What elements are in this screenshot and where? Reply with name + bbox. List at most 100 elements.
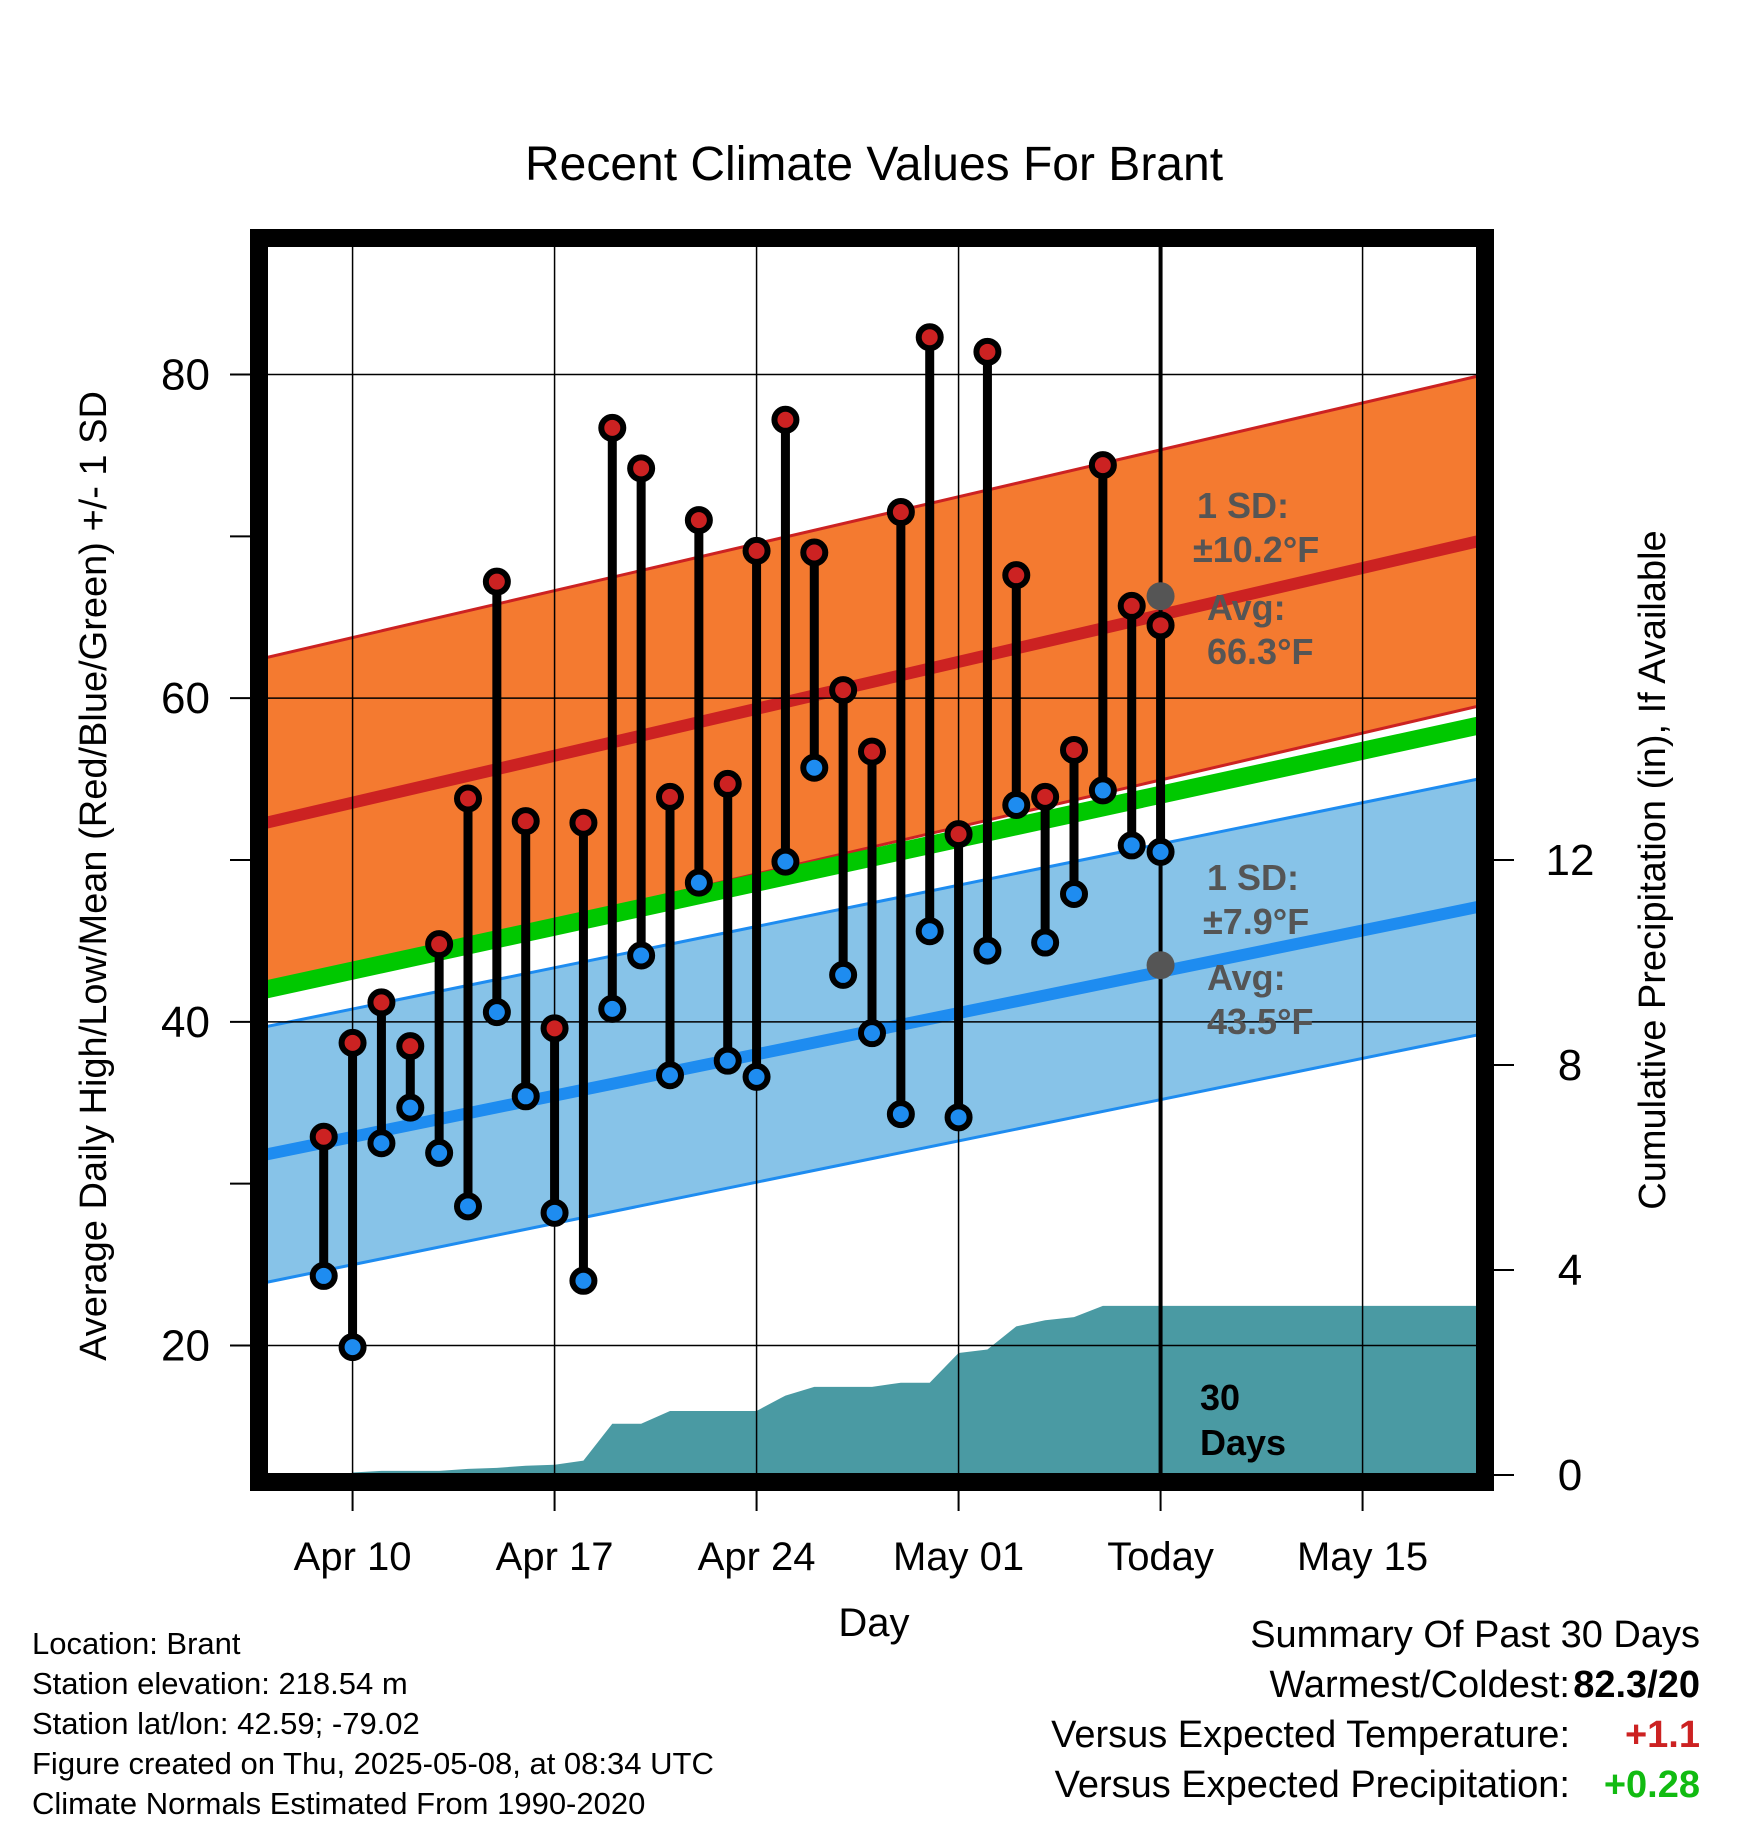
high-sd-label: 1 SD: [1197, 485, 1289, 526]
low-point [1146, 837, 1175, 866]
high-point [1088, 451, 1117, 480]
x-tick-label: Apr 10 [294, 1535, 412, 1579]
low-point [944, 1103, 973, 1132]
precip-anomaly-label: Versus Expected Precipitation: [1054, 1764, 1570, 1806]
low-point [684, 868, 713, 897]
high-avg-label: Avg: [1207, 587, 1286, 628]
high-point [915, 323, 944, 352]
precip-anomaly-value: +0.28 [1603, 1764, 1700, 1806]
y2-tick-label: 12 [1546, 836, 1595, 885]
low-point [396, 1093, 425, 1122]
high-point [1060, 735, 1088, 764]
high-point [800, 538, 829, 567]
high-point [886, 498, 915, 527]
high-point [627, 454, 656, 483]
high-point [1031, 782, 1060, 811]
high-point [511, 807, 540, 836]
high-point [973, 337, 1002, 366]
high-point [598, 413, 627, 442]
y-tick-label: 60 [161, 674, 210, 723]
high-point [338, 1028, 367, 1057]
low-point [511, 1082, 540, 1111]
low-point [598, 994, 627, 1023]
temp-anomaly-value: +1.1 [1624, 1714, 1700, 1756]
high-point [771, 405, 800, 434]
high-point [396, 1032, 425, 1061]
days-label: Days [1200, 1422, 1286, 1463]
low-point [425, 1138, 454, 1167]
x-tick-label: May 15 [1297, 1535, 1428, 1579]
created-text: Figure created on Thu, 2025-05-08, at 08… [32, 1746, 714, 1781]
x-axis-label: Day [838, 1601, 909, 1645]
latlon-text: Station lat/lon: 42.59; -79.02 [32, 1706, 420, 1741]
high-sd-value: ±10.2°F [1193, 529, 1319, 570]
high-normal-line [266, 535, 1478, 829]
low-sd-label: 1 SD: [1207, 857, 1299, 898]
low-avg-value: 43.5°F [1207, 1001, 1313, 1042]
low-point [915, 917, 944, 946]
low-avg-label: Avg: [1207, 957, 1286, 998]
summary-panel: Summary Of Past 30 Days Warmest/Coldest:… [960, 1614, 1700, 1814]
high-point [540, 1014, 569, 1043]
low-point [800, 753, 829, 782]
low-point [367, 1129, 396, 1158]
low-point [1088, 776, 1117, 805]
high-point [858, 737, 886, 766]
high-point [944, 820, 973, 849]
chart-title: Recent Climate Values For Brant [525, 138, 1223, 191]
warmest-label: Warmest/Coldest: [1269, 1664, 1570, 1706]
high-point [454, 784, 482, 813]
high-avg-value: 66.3°F [1207, 631, 1313, 672]
low-point [886, 1100, 915, 1129]
high-point [425, 930, 454, 959]
y2-tick-label: 4 [1558, 1246, 1582, 1295]
low-point [742, 1062, 771, 1091]
low-point [338, 1333, 367, 1362]
high-point [656, 782, 684, 811]
high-point [569, 808, 598, 837]
x-tick-label: Apr 24 [698, 1535, 816, 1579]
low-point [858, 1019, 886, 1048]
station-info: Location: Brant Station elevation: 218.5… [32, 1624, 714, 1824]
low-avg-marker [1146, 951, 1175, 980]
high-point [1117, 591, 1146, 620]
low-point [309, 1261, 338, 1290]
high-avg-marker [1146, 582, 1175, 611]
low-point [829, 960, 858, 989]
low-point [1031, 928, 1060, 957]
plot-frame [250, 229, 1494, 1491]
precip-area [352, 1305, 1478, 1475]
elevation-text: Station elevation: 218.54 m [32, 1666, 408, 1701]
low-sd-value: ±7.9°F [1203, 901, 1309, 942]
y-tick-label: 20 [161, 1322, 210, 1371]
y-axis-label: Average Daily High/Low/Mean (Red/Blue/Gr… [73, 391, 115, 1361]
low-point [569, 1266, 598, 1295]
y2-tick-label: 8 [1558, 1041, 1582, 1090]
low-point [1002, 790, 1031, 819]
temp-anomaly-label: Versus Expected Temperature: [1051, 1714, 1570, 1756]
y-tick-label: 80 [161, 350, 210, 399]
summary-title: Summary Of Past 30 Days [1250, 1614, 1700, 1656]
y2-tick-label: 0 [1558, 1451, 1582, 1500]
high-point [1146, 611, 1175, 640]
x-tick-label: May 01 [893, 1535, 1024, 1579]
low-point [1117, 831, 1146, 860]
low-point [1060, 879, 1088, 908]
low-point [454, 1192, 482, 1221]
y-tick-label: 40 [161, 998, 210, 1047]
days-count: 30 [1200, 1377, 1240, 1418]
low-point [973, 936, 1002, 965]
x-tick-label: Apr 17 [496, 1535, 614, 1579]
low-point [771, 847, 800, 876]
high-point [309, 1122, 338, 1151]
high-point [742, 536, 771, 565]
high-point [1002, 561, 1031, 590]
normals-text: Climate Normals Estimated From 1990-2020 [32, 1786, 646, 1821]
location-text: Location: Brant [32, 1626, 241, 1661]
high-point [829, 676, 858, 705]
high-point [713, 769, 742, 798]
low-point [540, 1198, 569, 1227]
low-point [713, 1046, 742, 1075]
high-point [367, 988, 396, 1017]
